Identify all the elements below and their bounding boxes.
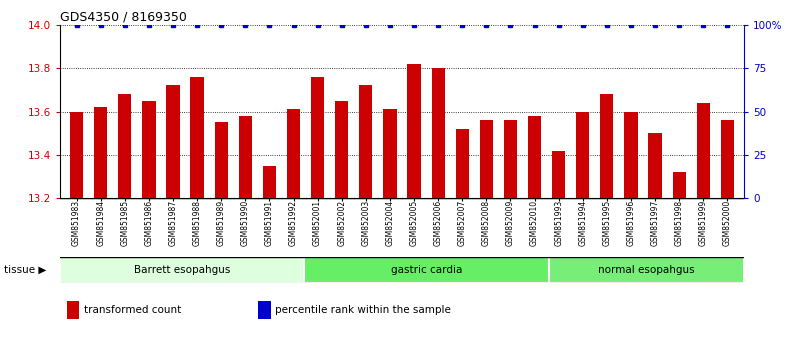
Bar — [576, 112, 589, 198]
Bar — [480, 120, 493, 198]
Bar — [263, 166, 276, 198]
Text: GSM851990: GSM851990 — [241, 200, 250, 246]
Text: GSM852002: GSM852002 — [338, 200, 346, 246]
Text: GSM851987: GSM851987 — [169, 200, 178, 246]
Bar — [67, 301, 79, 319]
Text: GSM851995: GSM851995 — [603, 200, 611, 246]
Bar — [335, 101, 349, 198]
Bar — [673, 172, 686, 198]
Bar — [304, 257, 548, 283]
Bar — [70, 112, 84, 198]
Text: GSM851998: GSM851998 — [675, 200, 684, 246]
Bar — [548, 257, 744, 283]
Bar — [528, 116, 541, 198]
Bar — [504, 120, 517, 198]
Text: GSM852005: GSM852005 — [409, 200, 419, 246]
Bar — [408, 64, 420, 198]
Text: GSM852006: GSM852006 — [434, 200, 443, 246]
Text: GSM852010: GSM852010 — [530, 200, 539, 246]
Bar — [624, 112, 638, 198]
Text: Barrett esopahgus: Barrett esopahgus — [134, 265, 230, 275]
Bar — [720, 120, 734, 198]
Bar — [431, 68, 445, 198]
Bar — [649, 133, 661, 198]
Text: GSM852000: GSM852000 — [723, 200, 732, 246]
Bar — [384, 109, 396, 198]
Text: GSM851994: GSM851994 — [578, 200, 587, 246]
Bar — [552, 150, 565, 198]
Bar — [215, 122, 228, 198]
Bar — [166, 86, 180, 198]
Bar — [142, 101, 155, 198]
Bar — [696, 103, 710, 198]
Text: GSM851983: GSM851983 — [72, 200, 81, 246]
Text: GSM851986: GSM851986 — [144, 200, 154, 246]
Bar — [258, 301, 271, 319]
Text: GSM852004: GSM852004 — [385, 200, 395, 246]
Text: GSM852001: GSM852001 — [313, 200, 322, 246]
Bar — [239, 116, 252, 198]
Text: tissue ▶: tissue ▶ — [4, 265, 46, 275]
Text: GSM851992: GSM851992 — [289, 200, 298, 246]
Bar — [190, 77, 204, 198]
Bar — [600, 94, 614, 198]
Text: GSM851988: GSM851988 — [193, 200, 201, 246]
Text: GSM851989: GSM851989 — [217, 200, 226, 246]
Bar — [118, 94, 131, 198]
Text: GSM852007: GSM852007 — [458, 200, 466, 246]
Text: normal esopahgus: normal esopahgus — [598, 265, 695, 275]
Text: GSM851985: GSM851985 — [120, 200, 129, 246]
Text: GSM851984: GSM851984 — [96, 200, 105, 246]
Text: GSM851996: GSM851996 — [626, 200, 635, 246]
Text: gastric cardia: gastric cardia — [391, 265, 462, 275]
Bar — [311, 77, 324, 198]
Text: percentile rank within the sample: percentile rank within the sample — [275, 305, 451, 315]
Text: GSM851991: GSM851991 — [265, 200, 274, 246]
Text: GDS4350 / 8169350: GDS4350 / 8169350 — [60, 11, 186, 24]
Text: GSM851993: GSM851993 — [554, 200, 563, 246]
Text: GSM852009: GSM852009 — [506, 200, 515, 246]
Bar — [287, 109, 300, 198]
Text: GSM851997: GSM851997 — [650, 200, 660, 246]
Text: transformed count: transformed count — [84, 305, 181, 315]
Text: GSM851999: GSM851999 — [699, 200, 708, 246]
Bar — [60, 257, 304, 283]
Bar — [455, 129, 469, 198]
Text: GSM852003: GSM852003 — [361, 200, 370, 246]
Bar — [359, 86, 373, 198]
Text: GSM852008: GSM852008 — [482, 200, 491, 246]
Bar — [94, 107, 107, 198]
